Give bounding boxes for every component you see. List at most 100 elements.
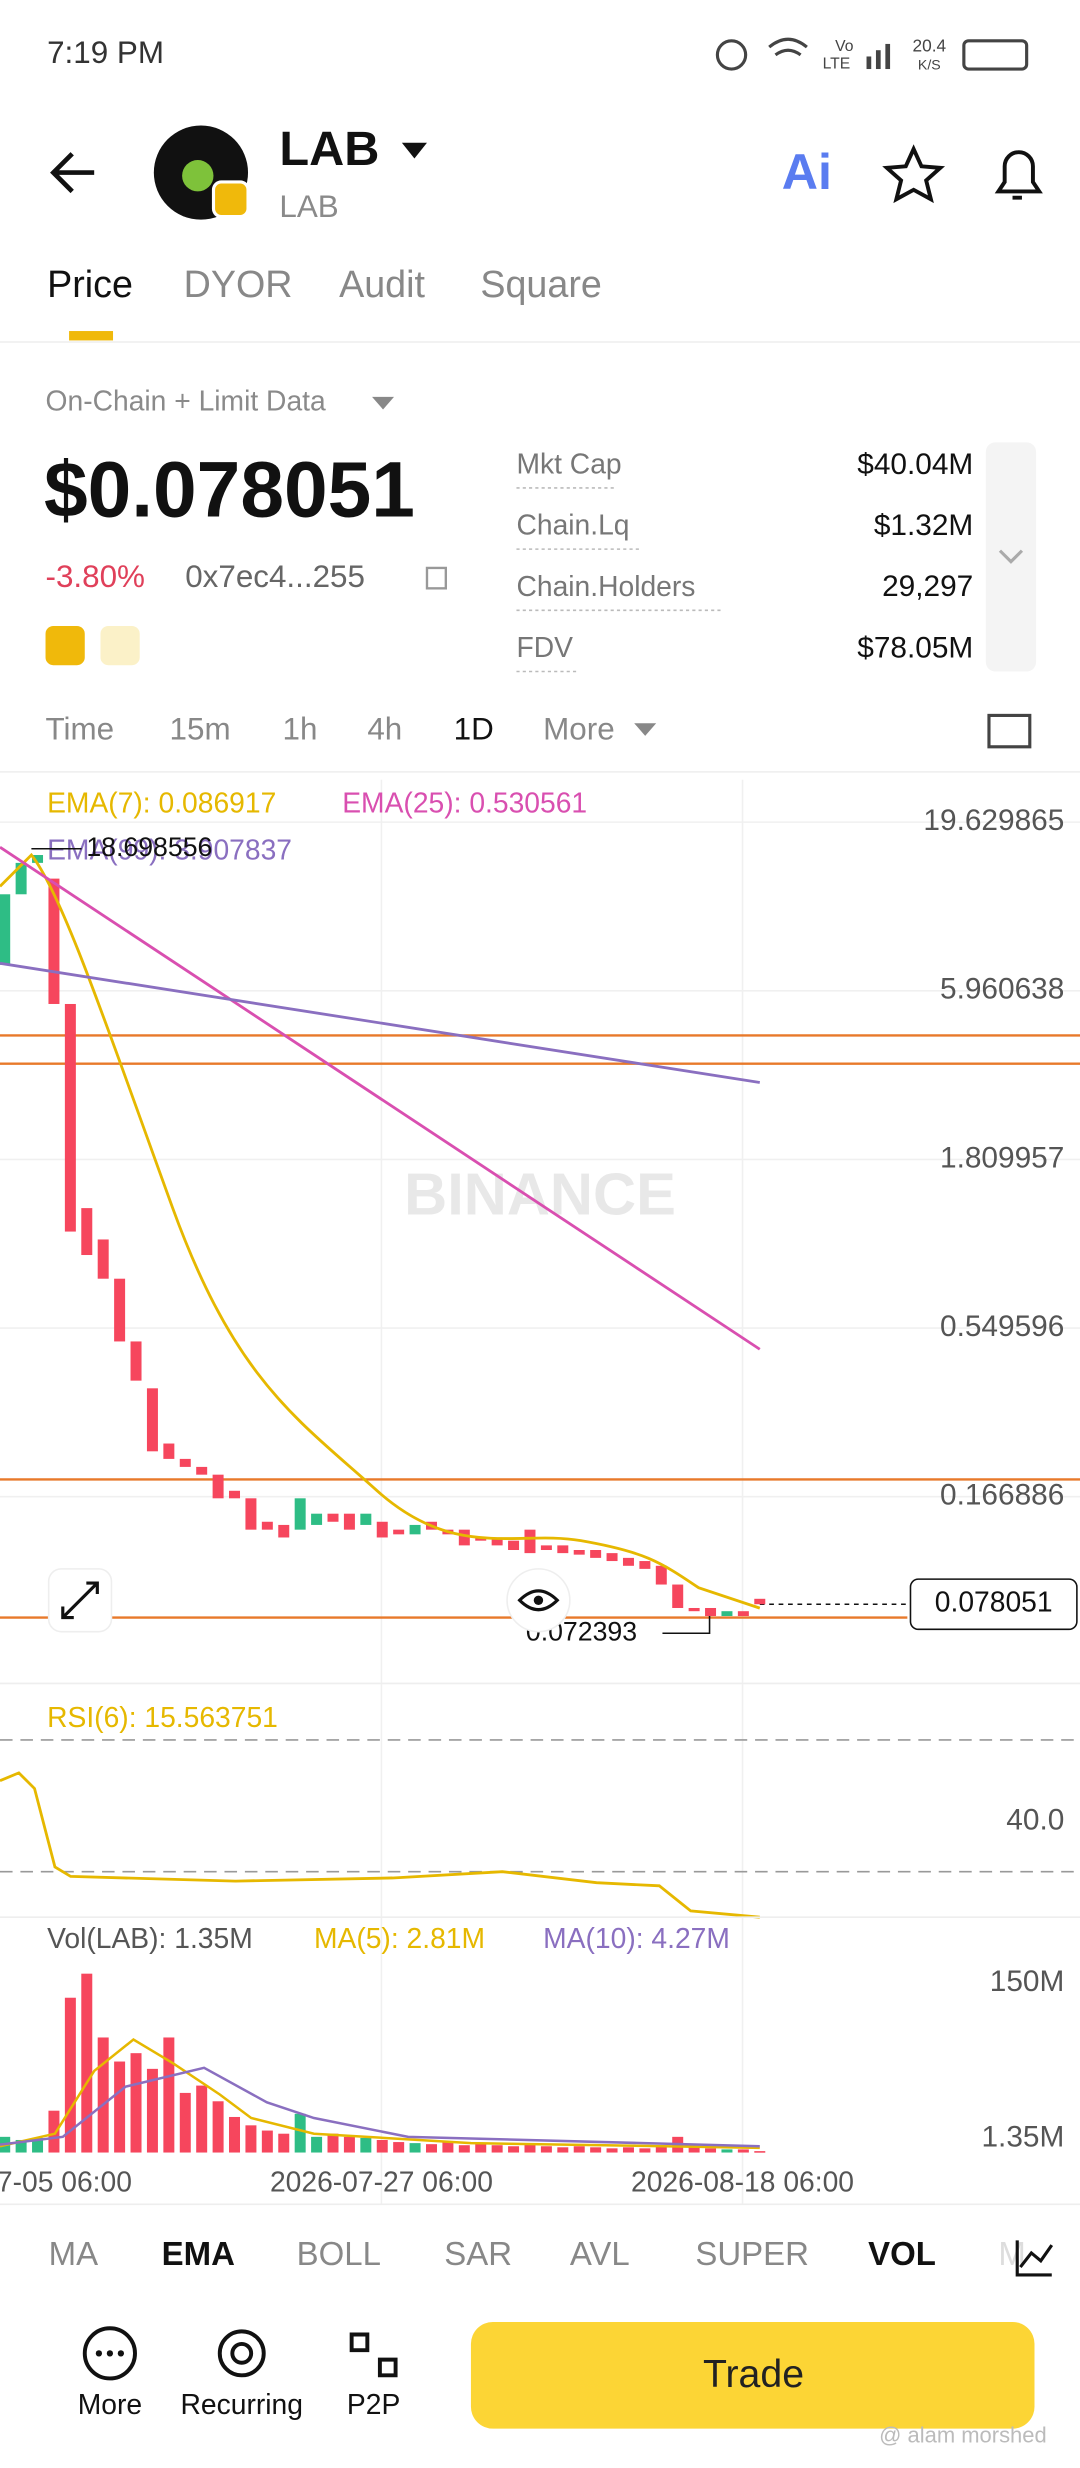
indicator-tab[interactable]: AVL (570, 2235, 630, 2272)
tab[interactable]: Square (480, 263, 601, 305)
ema99: EMA(99): 3.907837 (47, 833, 292, 865)
y-tick-label: 0.549596 (940, 1310, 1064, 1343)
candle (672, 1584, 684, 1608)
volume-bar (212, 2101, 224, 2153)
candle (622, 1557, 634, 1566)
tab[interactable]: Audit (339, 263, 425, 305)
candle (146, 1388, 158, 1452)
indicator-settings[interactable] (1015, 2240, 1054, 2277)
candle (97, 1239, 109, 1279)
candle (48, 878, 60, 1004)
volume-bar (311, 2136, 323, 2153)
volume-bar (15, 2139, 27, 2153)
candle (508, 1540, 520, 1551)
volume-bar (146, 2068, 158, 2153)
volume-bar (606, 2148, 618, 2153)
candle (540, 1545, 552, 1551)
expand-stats[interactable] (998, 549, 1024, 564)
data-source[interactable]: On-Chain + Limit Data (46, 385, 326, 417)
bottom-item[interactable]: P2P (347, 2388, 400, 2420)
star[interactable] (882, 144, 946, 204)
current-price: 0.078051 (935, 1586, 1053, 1618)
volume-bar (639, 2148, 651, 2153)
candle (705, 1607, 717, 1617)
candle (639, 1561, 651, 1569)
interval[interactable]: 4h (367, 711, 402, 746)
volume-bar (393, 2142, 405, 2153)
vol-tick-label: 1.35M (981, 2120, 1064, 2153)
volume-bar (508, 2146, 520, 2153)
candle (688, 1607, 700, 1612)
indicator-tab[interactable]: MA (49, 2235, 98, 2272)
candle (32, 855, 44, 863)
candle (409, 1524, 421, 1535)
indicator-tab[interactable]: VOL (868, 2235, 936, 2272)
volume-bar (705, 2148, 717, 2153)
candle (179, 1458, 191, 1467)
interval[interactable]: Time (46, 711, 115, 746)
stat-label: FDV (516, 631, 573, 663)
interval[interactable]: 15m (170, 711, 231, 746)
volume-bar (278, 2133, 290, 2153)
interval[interactable]: 1D (454, 711, 494, 746)
candle (294, 1498, 306, 1530)
volume-bar (360, 2137, 372, 2153)
interval[interactable]: More (543, 711, 615, 746)
back[interactable] (50, 152, 95, 194)
x-label: 7-05 06:00 (0, 2165, 132, 2197)
high-label: 18.698556 (86, 832, 212, 862)
candle (557, 1545, 569, 1554)
candle (196, 1466, 208, 1475)
volume-bar (425, 2144, 437, 2153)
indicator-tab[interactable]: BOLL (297, 2235, 381, 2272)
bottom-item[interactable]: More (78, 2388, 142, 2420)
rsi-tick-label: 40.0 (1006, 1803, 1064, 1836)
interval[interactable]: 1h (283, 711, 318, 746)
stat-label: Chain.Lq (516, 509, 629, 541)
volume-bar (64, 1997, 76, 2153)
candle (606, 1553, 618, 1562)
candle (81, 1208, 93, 1256)
tab[interactable]: DYOR (184, 263, 293, 305)
volume-bar (442, 2142, 454, 2153)
candle (278, 1524, 290, 1538)
y-tick-label: 1.809957 (940, 1141, 1064, 1174)
speed-unit: K/S (918, 57, 941, 73)
ai-button[interactable]: Ai (782, 144, 832, 200)
speed: 20.4 (913, 36, 947, 56)
candle (130, 1341, 142, 1381)
volume-bar (590, 2147, 602, 2153)
bottom-item[interactable]: Recurring (181, 2388, 303, 2420)
candle (261, 1521, 273, 1530)
token-title[interactable]: LAB (279, 122, 379, 176)
candle (524, 1529, 536, 1554)
tab[interactable]: Price (47, 263, 133, 305)
bell[interactable] (994, 150, 1043, 200)
chart-settings[interactable] (987, 713, 1032, 749)
volume-bar (491, 2145, 503, 2153)
volume-bar (114, 2061, 126, 2153)
volume-bar (409, 2143, 421, 2153)
indicator-tab[interactable]: SAR (444, 2235, 512, 2272)
candle (163, 1443, 175, 1459)
candle (229, 1490, 241, 1499)
candle (327, 1513, 339, 1522)
volume-bar (245, 2125, 257, 2153)
trade-label[interactable]: Trade (703, 2352, 804, 2396)
volume-bar (737, 2149, 749, 2153)
candle (721, 1611, 733, 1617)
trade-button[interactable] (470, 2321, 1035, 2429)
y-tick-label: 19.629865 (923, 804, 1064, 837)
indicator-tab[interactable]: SUPER (695, 2235, 809, 2272)
candle (475, 1537, 487, 1541)
tab-indicator (69, 331, 114, 341)
copy[interactable] (425, 566, 448, 590)
volume-bar (540, 2146, 552, 2153)
volume-bar (163, 2037, 175, 2153)
indicator-tab[interactable]: EMA (162, 2235, 235, 2272)
volume-bar (557, 2147, 569, 2153)
volume-bar (524, 2143, 536, 2153)
candle (376, 1521, 388, 1538)
